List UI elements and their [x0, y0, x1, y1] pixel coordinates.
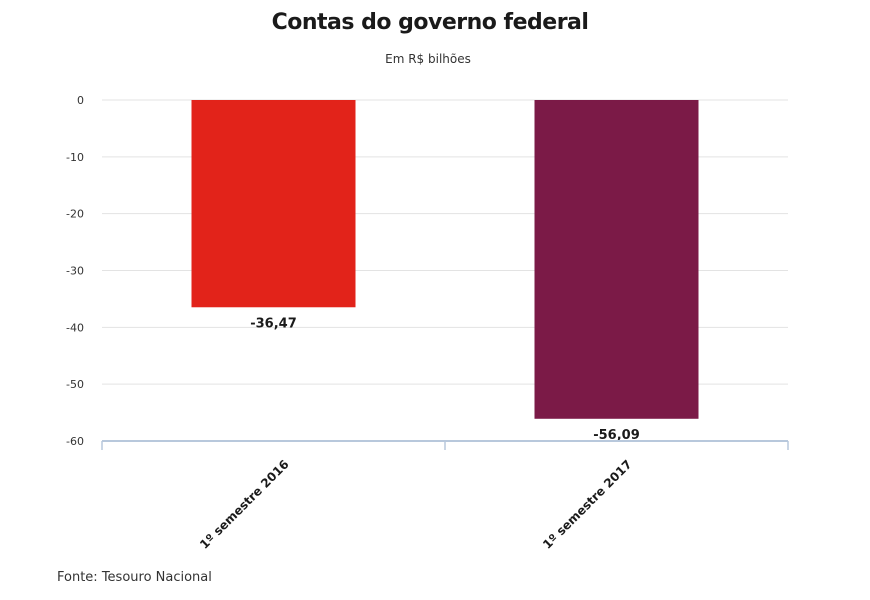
data-label: -56,09 — [593, 428, 640, 443]
y-tick-label: -30 — [66, 265, 84, 278]
y-tick-label: -60 — [66, 435, 84, 448]
y-tick-label: -20 — [66, 208, 84, 221]
chart-title: Contas do governo federal — [271, 10, 589, 35]
bar — [534, 100, 699, 419]
y-tick-label: -10 — [66, 151, 84, 164]
bar — [191, 100, 356, 308]
data-labels: -36,47 -56,09 — [250, 316, 640, 443]
source-note: Fonte: Tesouro Nacional — [57, 570, 212, 585]
bars — [191, 100, 699, 419]
x-tick-label: 1º semestre 2017 — [540, 457, 635, 552]
chart-subtitle: Em R$ bilhões — [385, 52, 471, 66]
y-tick-label: 0 — [77, 94, 84, 107]
y-tick-label: -40 — [66, 321, 84, 334]
data-label: -36,47 — [250, 316, 297, 331]
y-axis-ticks: 0 -10 -20 -30 -40 -50 -60 — [66, 94, 84, 448]
x-tick-label: 1º semestre 2016 — [197, 457, 292, 552]
x-axis: 1º semestre 2016 1º semestre 2017 — [101, 440, 789, 552]
y-tick-label: -50 — [66, 378, 84, 391]
